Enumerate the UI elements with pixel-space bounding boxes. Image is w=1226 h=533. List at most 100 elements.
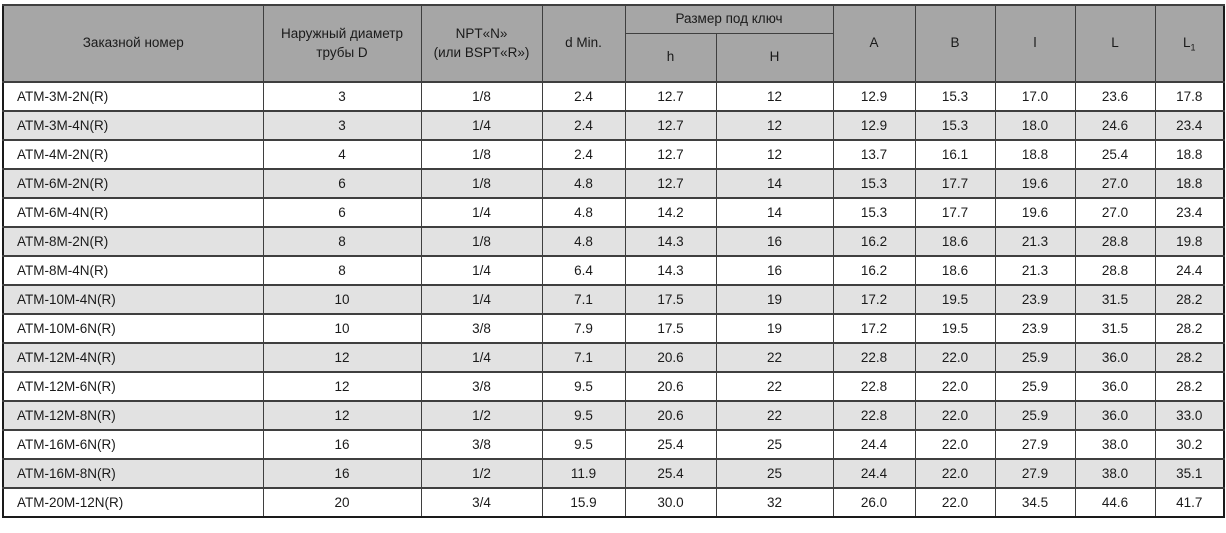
value-cell: 6.4	[541, 255, 626, 286]
table-row: ATM-12M-6N(R) 12 3/8 9.5 20.6 22 22.8 22.0 25.9 3…	[2, 371, 1225, 402]
value-cell: 18.6	[914, 255, 996, 286]
value-cell: 1/8	[420, 168, 543, 199]
header-L1-base: L	[1183, 35, 1191, 51]
value-cell: 25.9	[994, 371, 1076, 402]
value-cell: 21.3	[994, 226, 1076, 257]
value-cell: 13.7	[832, 139, 916, 170]
value-cell: 22	[715, 400, 834, 431]
order-number-cell: ATM-4M-2N(R)	[2, 139, 264, 170]
value-cell: 16.2	[832, 226, 916, 257]
order-number-cell: ATM-3M-4N(R)	[2, 110, 264, 141]
value-cell: 35.1	[1154, 458, 1225, 489]
value-cell: 36.0	[1074, 371, 1156, 402]
value-cell: 3/8	[420, 429, 543, 460]
table-row: ATM-20M-12N(R) 20 3/4 15.9 30.0 32 26.0 22.0 34.…	[2, 487, 1225, 518]
table-row: ATM-4M-2N(R) 4 1/8 2.4 12.7 12 13.7 16.1 18.8 25.…	[2, 139, 1225, 170]
header-wrench-size-group: Размер под ключ	[624, 4, 834, 34]
value-cell: 25.9	[994, 342, 1076, 373]
value-cell: 7.9	[541, 313, 626, 344]
value-cell: 18.8	[994, 139, 1076, 170]
value-cell: 28.2	[1154, 284, 1225, 315]
value-cell: 6	[262, 168, 422, 199]
order-number-cell: ATM-10M-6N(R)	[2, 313, 264, 344]
header-outer-diameter: Наружный диаметр трубы D	[262, 4, 422, 83]
value-cell: 22.8	[832, 342, 916, 373]
order-number-cell: ATM-8M-2N(R)	[2, 226, 264, 257]
value-cell: 1/8	[420, 139, 543, 170]
value-cell: 12	[715, 81, 834, 112]
value-cell: 12	[715, 139, 834, 170]
value-cell: 1/4	[420, 110, 543, 141]
value-cell: 1/4	[420, 342, 543, 373]
table-row: ATM-10M-4N(R) 10 1/4 7.1 17.5 19 17.2 19.5 23.9 3…	[2, 284, 1225, 315]
value-cell: 9.5	[541, 400, 626, 431]
value-cell: 12	[262, 342, 422, 373]
value-cell: 12.7	[624, 139, 717, 170]
value-cell: 18.0	[994, 110, 1076, 141]
value-cell: 1/4	[420, 255, 543, 286]
order-number-cell: ATM-20M-12N(R)	[2, 487, 264, 518]
value-cell: 17.7	[914, 197, 996, 228]
value-cell: 18.6	[914, 226, 996, 257]
value-cell: 9.5	[541, 429, 626, 460]
value-cell: 3/4	[420, 487, 543, 518]
header-h: h	[624, 32, 717, 83]
value-cell: 6	[262, 197, 422, 228]
value-cell: 24.4	[1154, 255, 1225, 286]
table-row: ATM-16M-6N(R) 16 3/8 9.5 25.4 25 24.4 22.0 27.9 3…	[2, 429, 1225, 460]
header-thread: NPT«N» (или BSPT«R»)	[420, 4, 543, 83]
table-row: ATM-16M-8N(R) 16 1/2 11.9 25.4 25 24.4 22.0 27.9…	[2, 458, 1225, 489]
value-cell: 16	[715, 226, 834, 257]
header-A: A	[832, 4, 916, 83]
value-cell: 19.6	[994, 197, 1076, 228]
value-cell: 17.2	[832, 313, 916, 344]
table-row: ATM-3M-2N(R) 3 1/8 2.4 12.7 12 12.9 15.3 17.0 23.…	[2, 81, 1225, 112]
value-cell: 32	[715, 487, 834, 518]
header-L: L	[1074, 4, 1156, 83]
order-number-cell: ATM-8M-4N(R)	[2, 255, 264, 286]
value-cell: 16.1	[914, 139, 996, 170]
value-cell: 28.8	[1074, 226, 1156, 257]
order-number-cell: ATM-6M-2N(R)	[2, 168, 264, 199]
value-cell: 20.6	[624, 400, 717, 431]
value-cell: 16	[262, 458, 422, 489]
dimensions-table: Заказной номер Наружный диаметр трубы D …	[2, 4, 1226, 518]
order-number-cell: ATM-12M-6N(R)	[2, 371, 264, 402]
value-cell: 17.7	[914, 168, 996, 199]
value-cell: 12	[262, 371, 422, 402]
value-cell: 12.9	[832, 81, 916, 112]
table-row: ATM-3M-4N(R) 3 1/4 2.4 12.7 12 12.9 15.3 18.0 24.…	[2, 110, 1225, 141]
order-number-cell: ATM-16M-8N(R)	[2, 458, 264, 489]
value-cell: 22	[715, 342, 834, 373]
value-cell: 22.0	[914, 458, 996, 489]
value-cell: 8	[262, 226, 422, 257]
value-cell: 19.5	[914, 313, 996, 344]
value-cell: 12.7	[624, 81, 717, 112]
value-cell: 2.4	[541, 81, 626, 112]
value-cell: 12	[262, 400, 422, 431]
header-l: l	[994, 4, 1076, 83]
value-cell: 4.8	[541, 226, 626, 257]
value-cell: 9.5	[541, 371, 626, 402]
value-cell: 17.5	[624, 284, 717, 315]
value-cell: 3/8	[420, 313, 543, 344]
order-number-cell: ATM-3M-2N(R)	[2, 81, 264, 112]
value-cell: 19.8	[1154, 226, 1225, 257]
value-cell: 22.8	[832, 400, 916, 431]
value-cell: 1/8	[420, 226, 543, 257]
order-number-cell: ATM-12M-8N(R)	[2, 400, 264, 431]
value-cell: 8	[262, 255, 422, 286]
value-cell: 25.4	[1074, 139, 1156, 170]
value-cell: 15.9	[541, 487, 626, 518]
order-number-cell: ATM-6M-4N(R)	[2, 197, 264, 228]
header-L1-subscript: 1	[1190, 43, 1196, 54]
value-cell: 28.2	[1154, 313, 1225, 344]
value-cell: 1/4	[420, 284, 543, 315]
value-cell: 14	[715, 168, 834, 199]
value-cell: 10	[262, 313, 422, 344]
value-cell: 31.5	[1074, 284, 1156, 315]
table-row: ATM-6M-2N(R) 6 1/8 4.8 12.7 14 15.3 17.7 19.6 27.…	[2, 168, 1225, 199]
value-cell: 12	[715, 110, 834, 141]
value-cell: 23.6	[1074, 81, 1156, 112]
value-cell: 22.0	[914, 342, 996, 373]
